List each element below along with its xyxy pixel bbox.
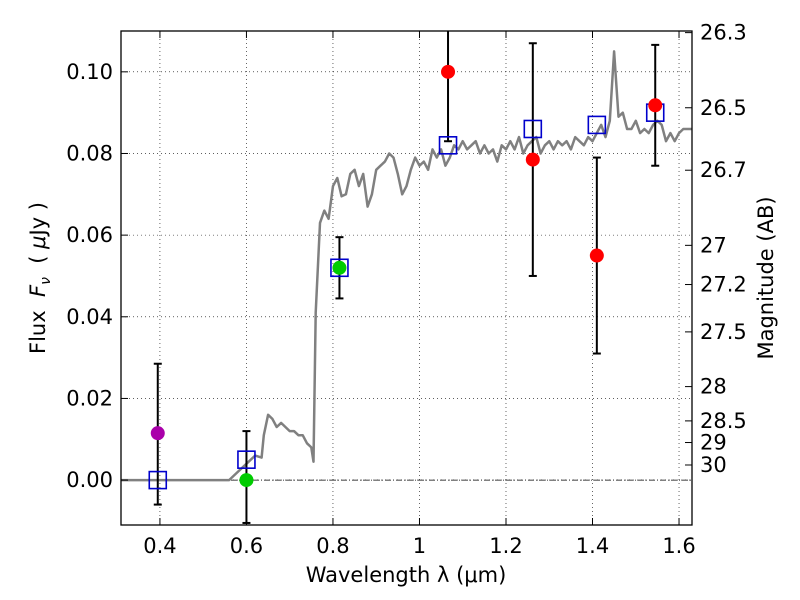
magnitude-tick-label: 29 — [700, 431, 727, 455]
axis-ticks — [121, 31, 692, 525]
magnitude-axis-label: Magnitude (AB) — [754, 196, 778, 359]
y-tick-label: 0.08 — [66, 141, 113, 165]
y-tick-label: 0.04 — [66, 305, 113, 329]
y-tick-label: 0.10 — [66, 60, 113, 84]
observed-photometry-point — [332, 260, 347, 275]
x-tick-label: 1.4 — [576, 534, 609, 558]
magnitude-tick-label: 26.3 — [700, 21, 747, 45]
magnitude-tick-label: 27 — [700, 233, 727, 257]
x-tick-label: 0.4 — [143, 534, 176, 558]
y-tick-label: 0.02 — [66, 386, 113, 410]
magnitude-tick-label: 27.5 — [700, 320, 747, 344]
x-tick-label: 1 — [413, 534, 426, 558]
observed-photometry-point — [589, 248, 604, 263]
observed-photometry-circles — [150, 64, 663, 488]
y-tick-label: 0.00 — [66, 468, 113, 492]
y-tick-labels: 0.00 0.02 0.04 0.06 0.08 0.10 — [66, 60, 113, 492]
x-tick-label: 0.8 — [316, 534, 349, 558]
x-tick-label: 1.6 — [662, 534, 695, 558]
x-axis-label: Wavelength λ (μm) — [306, 563, 507, 587]
observed-photometry-point — [525, 152, 540, 167]
y-tick-label: 0.06 — [66, 223, 113, 247]
x-tick-label: 0.6 — [230, 534, 263, 558]
x-tick-label: 1.2 — [489, 534, 522, 558]
magnitude-tick-label: 26.7 — [700, 158, 747, 182]
magnitude-tick-label: 26.5 — [700, 96, 747, 120]
plot-frame — [120, 30, 693, 526]
x-tick-labels: 0.4 0.6 0.8 1 1.2 1.4 1.6 — [143, 534, 695, 558]
magnitude-tick-label: 28 — [700, 375, 727, 399]
magnitude-tick-label: 28.5 — [700, 409, 747, 433]
model-photometry-square — [330, 258, 349, 278]
model-photometry-square — [237, 450, 256, 469]
model-photometry-square — [148, 470, 168, 490]
model-photometry-square — [523, 119, 543, 139]
plot-background — [121, 31, 692, 525]
observed-photometry-point — [150, 426, 165, 441]
plot-area — [121, 31, 692, 524]
observed-photometry-point — [441, 64, 456, 79]
observed-photometry-point — [239, 473, 254, 488]
model-photometry-square — [587, 115, 607, 135]
magnitude-tick-label: 30 — [700, 453, 727, 477]
observed-photometry-point — [648, 98, 663, 113]
model-photometry-square — [438, 136, 458, 155]
magnitude-tick-label: 27.2 — [700, 273, 747, 297]
y-axis-label: Flux Fν ( μJy ) — [26, 202, 54, 354]
